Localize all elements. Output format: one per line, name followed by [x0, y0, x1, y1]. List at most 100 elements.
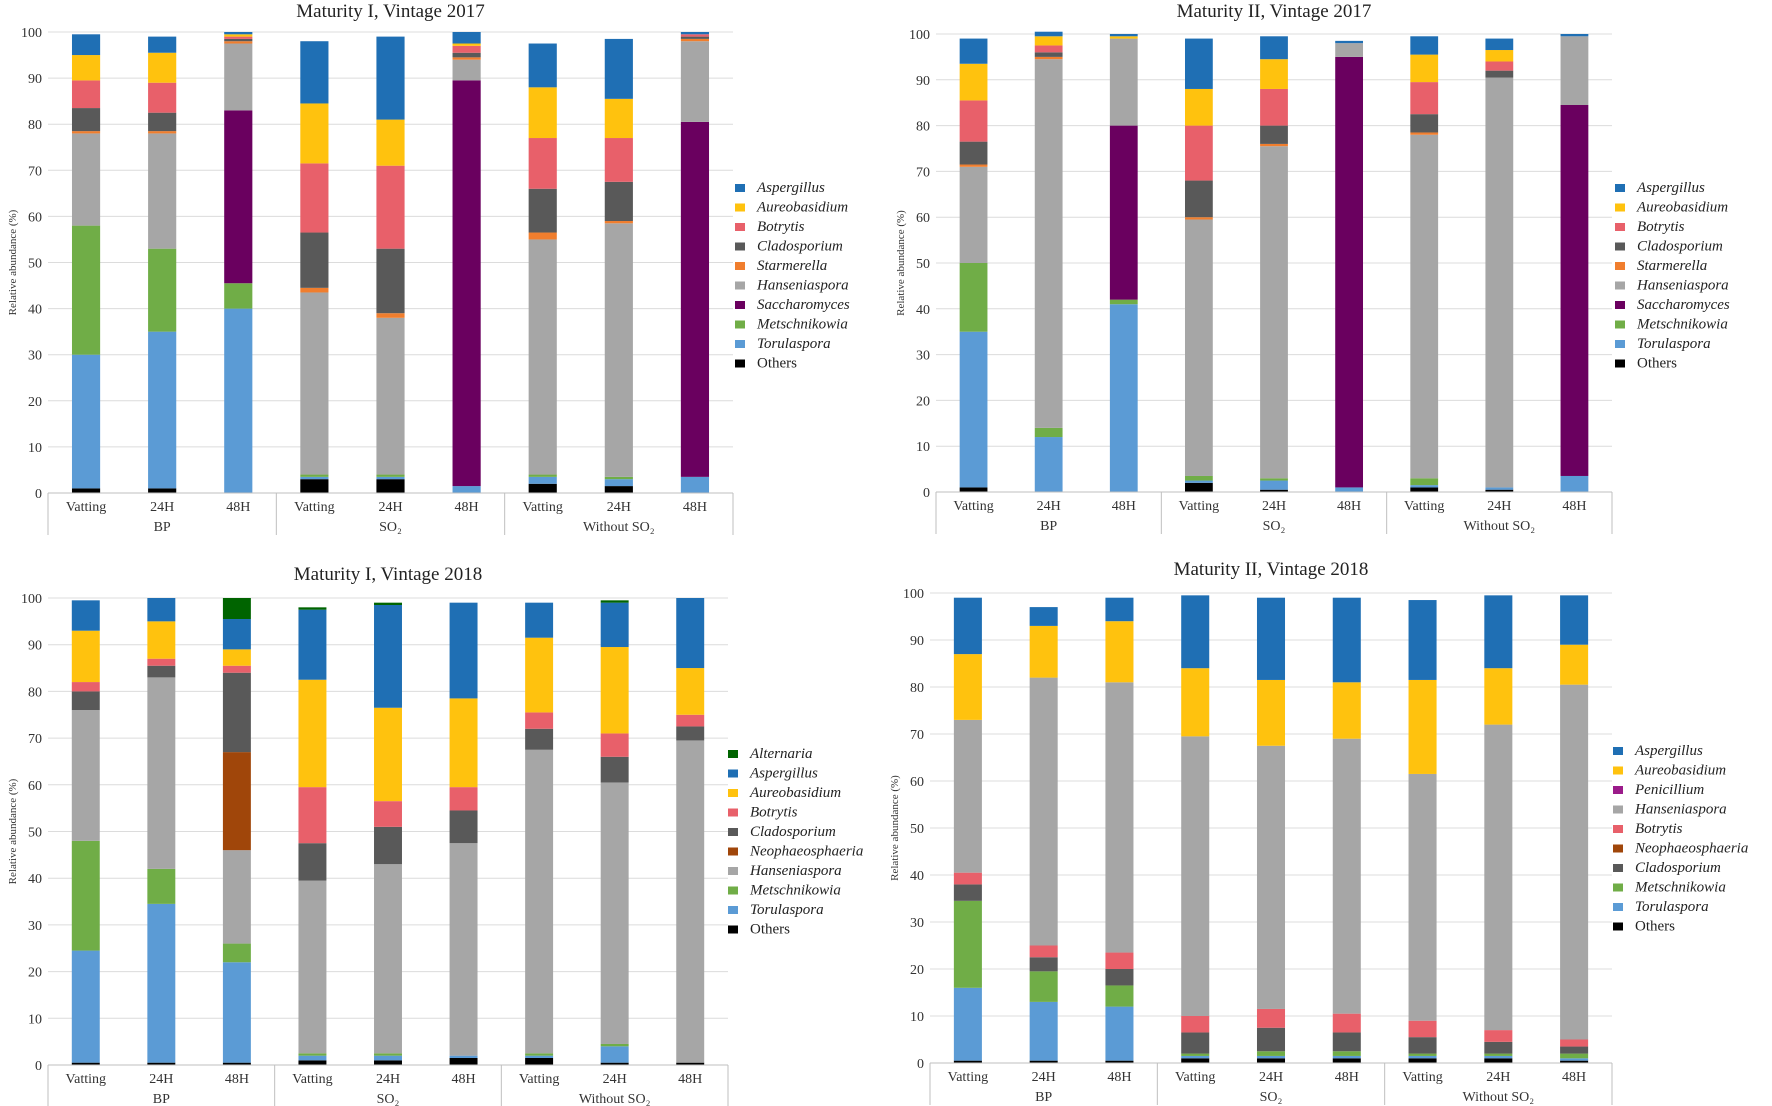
bar-segment-botrytis: [676, 714, 705, 727]
y-tick-label: 0: [35, 1059, 42, 1074]
bar-segment-aspergillus: [959, 38, 988, 64]
bar-segment-botrytis: [376, 165, 405, 249]
legend-entry: Hanseniaspora: [756, 278, 849, 294]
bar-segment-aspergillus: [528, 43, 557, 88]
bar-segment-hanseniaspora: [953, 719, 982, 873]
bar-segment-others: [1485, 489, 1514, 492]
group-label: Without SO₂: [1464, 519, 1536, 534]
bar-segment-starmerella: [148, 131, 177, 134]
bar-segment-botrytis: [1485, 61, 1514, 71]
group-label: SO₂: [379, 520, 402, 535]
stacked-bar: [71, 600, 100, 1065]
bar-segment-others: [148, 488, 177, 493]
bar-segment-others: [1256, 1058, 1286, 1063]
legend-swatch: [728, 906, 738, 914]
stacked-bar: [300, 41, 329, 493]
y-tick-label: 40: [28, 872, 42, 887]
bar-segment-torulaspora: [1181, 1055, 1210, 1059]
y-axis-label: Relative abundance (%): [7, 209, 19, 315]
x-tick-label: 48H: [678, 1072, 702, 1087]
bar-segment-hanseniaspora: [1560, 36, 1589, 105]
bar-segment-botrytis: [1408, 1020, 1437, 1038]
bar-segment-aureobasidium: [1410, 54, 1439, 83]
bar-segment-metschnikowia: [1560, 1053, 1589, 1059]
legend-swatch: [1613, 747, 1623, 755]
bar-segment-hanseniaspora: [1256, 745, 1286, 1009]
chart-title: Maturity I, Vintage 2017: [296, 1, 484, 22]
bar-segment-aureobasidium: [298, 679, 327, 788]
bar-segment-botrytis: [959, 100, 988, 142]
bar-segment-aspergillus: [222, 619, 251, 650]
legend-entry: Cladosporium: [750, 824, 836, 840]
legend-entry: Hanseniaspora: [1636, 278, 1729, 294]
bar-segment-metschnikowia: [600, 1043, 629, 1047]
y-tick-label: 10: [910, 1010, 924, 1025]
bar-segment-others: [1408, 1058, 1437, 1063]
bar-segment-cladosporium: [1485, 70, 1514, 78]
group-label: SO₂: [377, 1092, 400, 1106]
stacked-bar: [1105, 597, 1134, 1063]
bar-segment-aureobasidium: [148, 52, 177, 83]
stacked-bar: [600, 600, 629, 1065]
legend-swatch: [728, 828, 738, 836]
bar-segment-cladosporium: [1181, 1032, 1210, 1054]
bar-segment-botrytis: [1484, 1030, 1513, 1042]
x-tick-label: 48H: [1112, 499, 1136, 514]
bar-segment-aspergillus: [71, 34, 101, 56]
bar-segment-aureobasidium: [1181, 668, 1210, 737]
group-label: Without SO₂: [583, 520, 655, 535]
bar-segment-botrytis: [1332, 1013, 1361, 1033]
y-tick-label: 0: [923, 486, 930, 501]
x-tick-label: 24H: [150, 500, 174, 515]
bar-segment-metschnikowia: [1256, 1051, 1286, 1056]
legend-entry: Metschnikowia: [756, 317, 848, 333]
x-tick-label: Vatting: [66, 1072, 106, 1087]
bar-segment-others: [1029, 1060, 1058, 1063]
bar-segment-aspergillus: [148, 36, 177, 53]
bar-segment-others: [600, 1062, 629, 1065]
bar-segment-others: [953, 1060, 982, 1063]
bar-segment-torulaspora: [1260, 480, 1288, 490]
x-tick-label: 24H: [607, 500, 631, 515]
bar-segment-cladosporium: [1332, 1032, 1361, 1052]
legend-swatch: [1613, 903, 1623, 911]
bar-segment-others: [1105, 1060, 1134, 1063]
bar-segment-botrytis: [1560, 1039, 1589, 1047]
legend: Aspergillus Aureobasidium Penicillium Hanse…: [1613, 743, 1748, 935]
legend-entry: Botrytis: [1637, 219, 1685, 235]
y-tick-label: 70: [28, 164, 42, 179]
legend-entry: Botrytis: [757, 219, 805, 235]
y-tick-label: 30: [910, 916, 924, 931]
legend-swatch: [1613, 922, 1623, 931]
bar-segment-neophaeosphaeria: [222, 752, 251, 851]
bar-segment-aureobasidium: [1408, 679, 1437, 774]
bar-segment-starmerella: [1034, 56, 1063, 60]
bar-segment-hanseniaspora: [1184, 219, 1213, 476]
y-tick-label: 20: [910, 963, 924, 978]
bar-segment-aureobasidium: [1109, 36, 1138, 39]
bar-segment-starmerella: [1260, 143, 1288, 147]
bar-segment-torulaspora: [148, 331, 177, 489]
bar-segment-metschnikowia: [604, 476, 633, 480]
bar-segment-aureobasidium: [1485, 50, 1514, 62]
bar-segment-botrytis: [680, 34, 710, 37]
bar-segment-hanseniaspora: [449, 843, 478, 1056]
bar-segment-hanseniaspora: [600, 782, 629, 1044]
bar-segment-hanseniaspora: [1260, 146, 1288, 479]
y-tick-label: 40: [916, 303, 930, 318]
bar-segment-hanseniaspora: [1335, 43, 1364, 57]
bar-segment-torulaspora: [1256, 1055, 1286, 1059]
legend-swatch: [1613, 825, 1623, 833]
bar-segment-torulaspora: [298, 1055, 327, 1061]
bar-segment-aureobasidium: [525, 637, 554, 713]
bar-segment-hanseniaspora: [376, 317, 405, 475]
bar-segment-botrytis: [222, 665, 251, 673]
x-tick-label: 24H: [1037, 499, 1061, 514]
bar-segment-torulaspora: [71, 950, 100, 1063]
bar-segment-cladosporium: [300, 232, 329, 288]
bar-segment-hanseniaspora: [1484, 724, 1513, 1031]
x-tick-label: 48H: [451, 1072, 475, 1087]
bar-segment-aureobasidium: [1034, 36, 1063, 46]
legend-swatch: [1615, 340, 1625, 348]
stacked-bar: [528, 43, 557, 493]
